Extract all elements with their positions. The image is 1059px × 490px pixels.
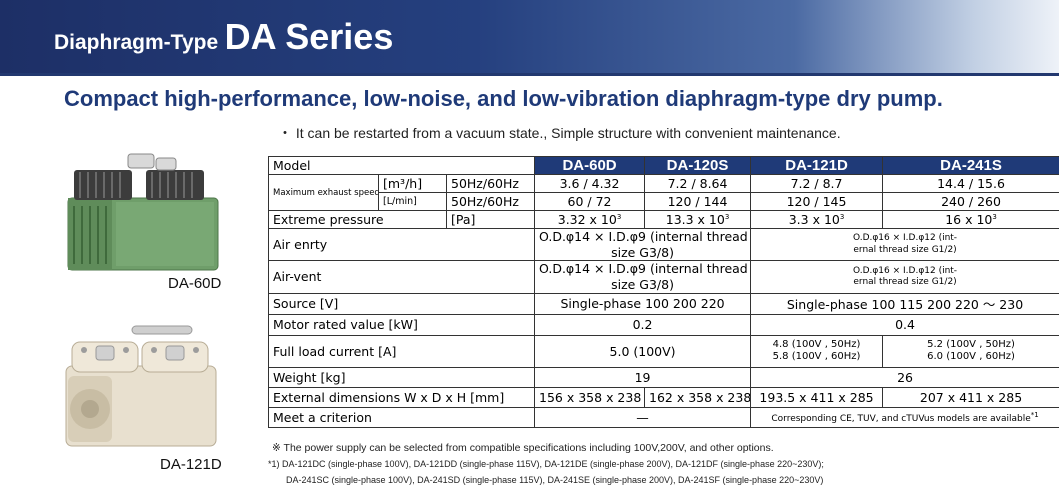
current-da-241s: 5.2 (100V , 50Hz) 6.0 (100V , 60Hz)	[882, 334, 1059, 368]
table-row: External dimensions W x D x H [mm] 156 x…	[267, 386, 1059, 408]
da-121d-caption: DA-121D	[160, 456, 222, 473]
value-cell: 162 x 358 x 238	[644, 386, 752, 408]
value-cell: 7.2 / 8.7	[750, 174, 884, 193]
weight-large: 26	[750, 366, 1059, 388]
criterion-label: Meet a criterion	[267, 406, 536, 428]
feature-note: ・ It can be restarted from a vacuum stat…	[278, 125, 841, 141]
air-entry-label: Air enrty	[267, 227, 536, 262]
source-large: Single-phase 100 115 200 220 ～ 230	[750, 292, 1059, 315]
footnote-line-1: *1) DA-121DC (single-phase 100V), DA-121…	[268, 459, 824, 469]
value-cell: 3.3 x 103	[750, 210, 884, 229]
table-row: Maximum exhaust speed [m³/h] 50Hz/60Hz 3…	[268, 174, 1059, 211]
da-121d-pump-image	[65, 325, 217, 447]
value-cell: 13.3 x 103	[644, 210, 752, 229]
table-row: Source [V] Single-phase 100 200 220 Sing…	[267, 292, 1059, 315]
value-cell: 7.2 / 8.64	[644, 174, 752, 193]
unit-lmin: [L/min]	[378, 192, 447, 211]
table-row: [L/min] 50Hz/60Hz 60 / 72 120 / 144 120 …	[269, 192, 1059, 211]
table-row: Meet a criterion — Corresponding CE, TUV…	[267, 406, 1059, 428]
model-da-121d: DA-121D	[750, 156, 884, 175]
current-label: Full load current [A]	[267, 334, 536, 368]
title-series: DA Series	[224, 16, 394, 57]
source-label: Source [V]	[267, 292, 536, 315]
air-vent-small: O.D.φ14 × I.D.φ9 (internal thread size G3…	[534, 260, 752, 294]
motor-large: 0.4	[750, 313, 1059, 336]
extreme-unit: [Pa]	[445, 210, 536, 229]
value-cell: 14.4 / 15.6	[882, 174, 1059, 193]
value-cell: 207 x 411 x 285	[882, 386, 1059, 408]
max-exhaust-label: Maximum exhaust speed	[268, 174, 379, 211]
air-entry-small: O.D.φ14 × I.D.φ9 (internal thread size G3…	[534, 227, 752, 262]
value-cell: 193.5 x 411 x 285	[750, 386, 884, 408]
table-row: Motor rated value [kW] 0.2 0.4	[267, 313, 1059, 336]
table-row: Air-vent O.D.φ14 × I.D.φ9 (internal thre…	[267, 260, 1059, 294]
motor-label: Motor rated value [kW]	[267, 313, 536, 336]
current-da-121d: 4.8 (100V , 50Hz) 5.8 (100V , 60Hz)	[750, 334, 884, 368]
criterion-small: —	[534, 406, 752, 428]
table-row: Weight [kg] 19 26	[267, 366, 1059, 388]
criterion-large: Corresponding CE, TUV, and cTUVus models…	[750, 406, 1059, 428]
value-cell: 120 / 145	[750, 192, 884, 211]
unit-m3h: [m³/h]	[378, 174, 447, 193]
value-cell: 156 x 358 x 238	[534, 386, 646, 408]
title-prefix: Diaphragm-Type	[54, 31, 219, 54]
table-row: Model DA-60D DA-120S DA-121D DA-241S	[267, 156, 1059, 175]
model-da-120s: DA-120S	[644, 156, 752, 175]
dims-label: External dimensions W x D x H [mm]	[267, 386, 536, 408]
extreme-pressure-label: Extreme pressure	[268, 210, 447, 229]
value-cell: 240 / 260	[882, 192, 1059, 211]
air-vent-label: Air-vent	[267, 260, 536, 294]
table-row: Extreme pressure [Pa] 3.32 x 103 13.3 x …	[268, 210, 1059, 229]
value-cell: 3.32 x 103	[534, 210, 646, 229]
value-cell: 120 / 144	[644, 192, 752, 211]
spec-table: Model DA-60D DA-120S DA-121D DA-241S Max…	[267, 156, 1059, 428]
weight-label: Weight [kg]	[267, 366, 536, 388]
air-entry-large: O.D.φ16 × I.D.φ12 (int-ernal thread size…	[750, 227, 1059, 262]
header-band: Diaphragm-Type DA Series	[0, 0, 1059, 76]
subtitle: Compact high-performance, low-noise, and…	[64, 86, 943, 111]
freq-cell: 50Hz/60Hz	[445, 192, 536, 211]
model-label: Model	[267, 156, 536, 175]
table-row: Air enrty O.D.φ14 × I.D.φ9 (internal thr…	[267, 227, 1059, 262]
power-note: ※ The power supply can be selected from …	[272, 442, 774, 454]
source-small: Single-phase 100 200 220	[534, 292, 752, 315]
model-da-60d: DA-60D	[534, 156, 646, 175]
value-cell: 3.6 / 4.32	[534, 174, 646, 193]
current-small: 5.0 (100V)	[534, 334, 752, 368]
da-60d-caption: DA-60D	[168, 275, 222, 292]
model-da-241s: DA-241S	[882, 156, 1059, 175]
da-60d-pump-image	[67, 153, 219, 271]
air-vent-large: O.D.φ16 × I.D.φ12 (int-ernal thread size…	[750, 260, 1059, 294]
footnote-line-2: DA-241SC (single-phase 100V), DA-241SD (…	[286, 475, 824, 485]
freq-cell: 50Hz/60Hz	[445, 174, 536, 193]
motor-small: 0.2	[534, 313, 752, 336]
weight-small: 19	[534, 366, 752, 388]
page-title: Diaphragm-Type DA Series	[54, 16, 393, 58]
value-cell: 16 x 103	[882, 210, 1059, 229]
value-cell: 60 / 72	[534, 192, 646, 211]
table-row: Full load current [A] 5.0 (100V) 4.8 (10…	[267, 334, 1059, 368]
